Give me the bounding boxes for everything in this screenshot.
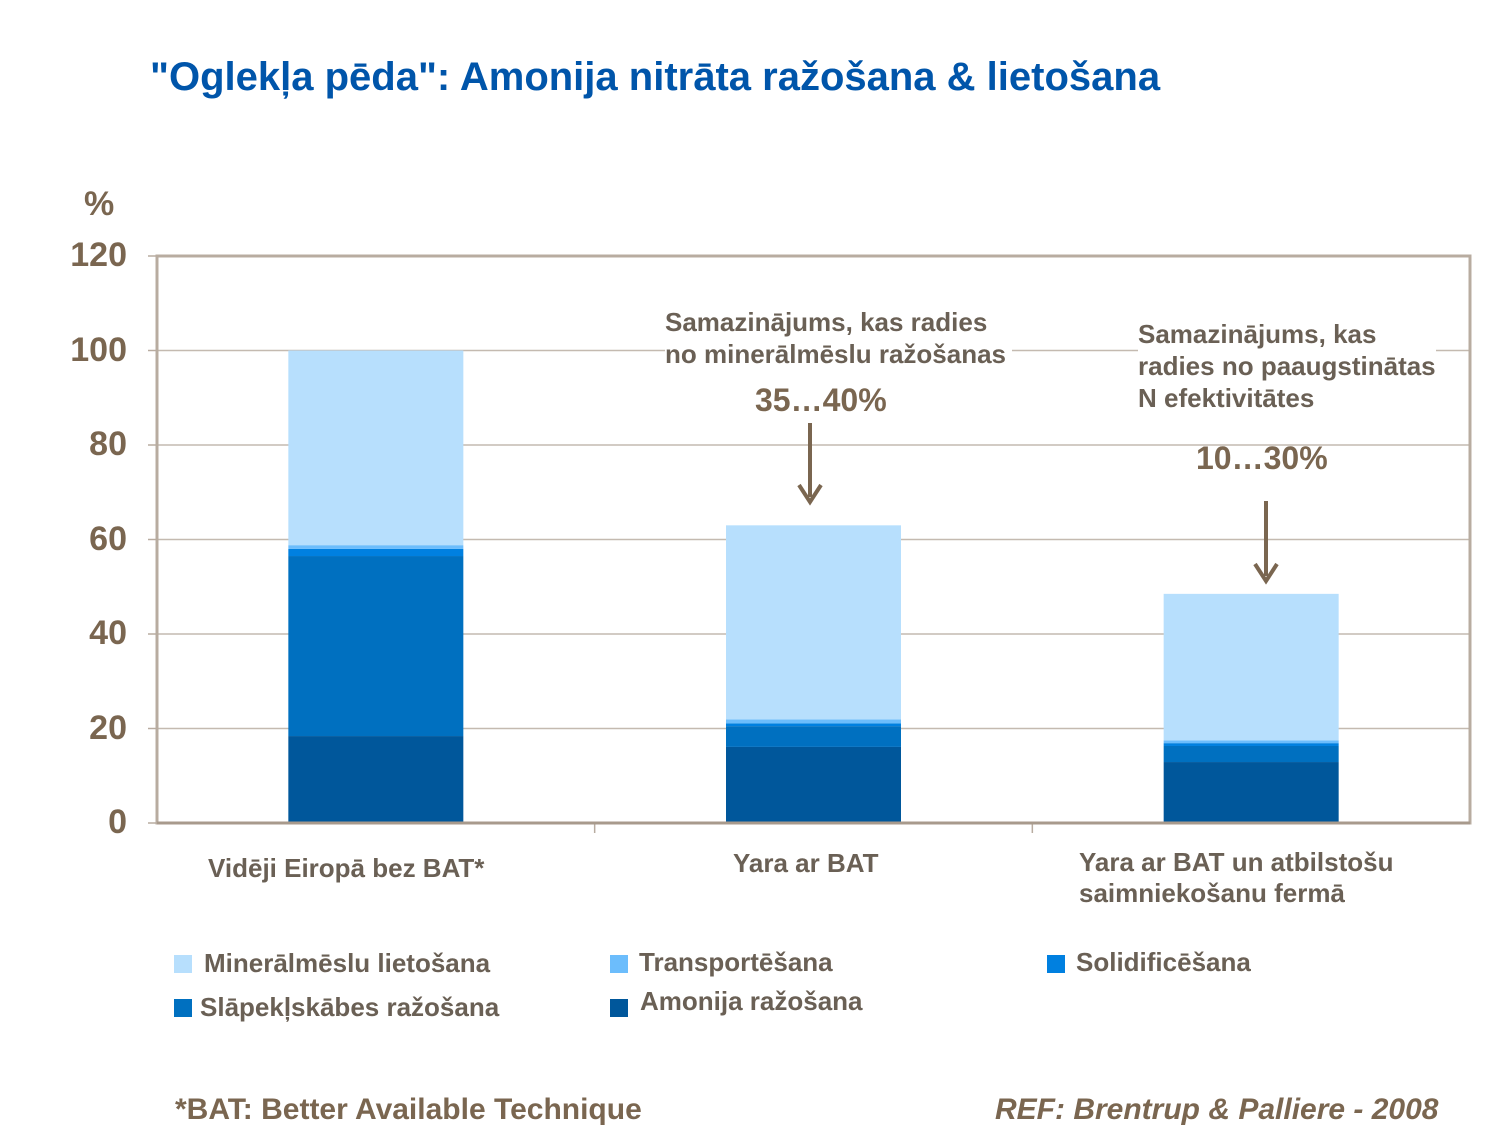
- bar-segment: [726, 723, 901, 727]
- legend-swatch-solid: [1047, 955, 1065, 973]
- legend-label-mineral: Minerālmēslu lietošana: [204, 948, 491, 978]
- annotation-2-line3: N efektivitātes: [1138, 383, 1315, 413]
- bar-segment: [288, 545, 464, 549]
- bar-segment: [726, 719, 901, 724]
- legend-label-solid: Solidificēšana: [1076, 947, 1251, 977]
- annotation-1-value: 35…40%: [755, 382, 887, 418]
- annotation-2-line1: Samazinājums, kas: [1138, 319, 1377, 349]
- legend-label-nitric: Slāpekļskābes ražošana: [200, 992, 500, 1022]
- category-label-1: Vidēji Eiropā bez BAT*: [208, 853, 485, 883]
- legend-swatch-ammonia: [610, 999, 628, 1017]
- y-tick-label: 60: [89, 519, 127, 558]
- annotation-2-line2: radies no paaugstinātas: [1138, 351, 1436, 381]
- bar-segment: [288, 556, 464, 737]
- y-tick-label: 0: [108, 803, 127, 841]
- category-label-3: Yara ar BAT un atbilstošu saimniekošanu …: [1079, 847, 1393, 909]
- legend-swatch-nitric: [174, 999, 192, 1017]
- category-label-2: Yara ar BAT: [733, 848, 879, 878]
- annotation-1-line1: Samazinājums, kas radies: [665, 307, 988, 337]
- annotation-2-value: 10…30%: [1196, 440, 1328, 476]
- legend-label-transport: Transportēšana: [639, 947, 833, 977]
- arrow-down-icon: [797, 483, 823, 506]
- y-tick-label: 120: [70, 236, 127, 274]
- annotation-1-line2: no minerālmēslu ražošanas: [665, 339, 1007, 369]
- bar-segment: [288, 350, 464, 546]
- y-tick-label: 20: [89, 708, 127, 747]
- reference: REF: Brentrup & Palliere - 2008: [995, 1093, 1439, 1126]
- y-axis-label: %: [84, 185, 115, 223]
- category-label-3-line1: Yara ar BAT un atbilstošu: [1079, 847, 1394, 877]
- bar-segment: [1163, 593, 1339, 741]
- legend-swatch-mineral: [174, 955, 192, 973]
- bar-segment: [726, 746, 901, 823]
- category-label-3-line2: saimniekošanu fermā: [1079, 878, 1345, 908]
- legend-swatch-transport: [610, 955, 628, 973]
- annotation-1: Samazinājums, kas radies no minerālmēslu…: [665, 306, 1013, 370]
- y-tick-label: 80: [89, 425, 127, 463]
- bar-segment: [726, 525, 901, 720]
- annotation-2: Samazinājums, kas radies no paaugstināta…: [1138, 318, 1436, 414]
- bar-segment: [726, 726, 901, 747]
- bar-segment: [288, 736, 464, 823]
- chart-title: "Oglekļa pēda": Amonija nitrāta ražošana…: [150, 55, 1161, 99]
- y-tick-label: 40: [89, 614, 127, 652]
- bar-segment: [288, 548, 464, 557]
- bar-segment: [1163, 745, 1339, 763]
- arrow-down-icon: [1253, 562, 1279, 585]
- bar-segment: [1163, 740, 1339, 744]
- bar-segment: [1163, 762, 1339, 823]
- footnote: *BAT: Better Available Technique: [175, 1093, 642, 1126]
- y-tick-label: 100: [70, 330, 127, 369]
- bar-segment: [1163, 743, 1339, 746]
- legend-label-ammonia: Amonija ražošana: [640, 986, 863, 1016]
